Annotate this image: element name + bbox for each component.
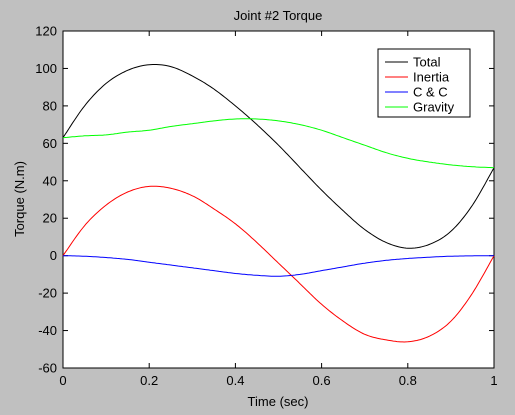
y-tick-label: 0 <box>50 248 57 263</box>
series-line-total <box>62 64 495 249</box>
y-tick-label: -20 <box>38 286 57 301</box>
legend-box <box>377 48 471 118</box>
y-tick-label: -40 <box>38 323 57 338</box>
series-lines <box>62 64 495 343</box>
x-tick-label: 1 <box>490 373 497 388</box>
y-tick-label: -60 <box>38 361 57 376</box>
x-axis-label: Time (sec) <box>248 394 309 409</box>
y-tick-label: 40 <box>43 173 57 188</box>
legend-label: Gravity <box>413 100 455 115</box>
y-tick-label: 80 <box>43 98 57 113</box>
y-tick-label: 60 <box>43 136 57 151</box>
axis-ticks: 0 0.2 0.4 0.6 0.8 1 120 100 80 60 40 20 0 -20 -40 -60 <box>35 24 497 389</box>
x-tick-label: 0.2 <box>140 373 158 388</box>
x-tick-label: 0.6 <box>313 373 331 388</box>
x-tick-label: 0 <box>59 373 66 388</box>
legend-label: Total <box>413 55 441 70</box>
legend-label: Inertia <box>413 70 450 85</box>
series-line-c-c <box>63 255 494 277</box>
series-line-inertia <box>62 185 495 343</box>
x-tick-label: 0.8 <box>399 373 417 388</box>
y-tick-label: 120 <box>35 24 57 39</box>
chart-title: Joint #2 Torque <box>234 8 323 23</box>
x-tick-label: 0.4 <box>226 373 244 388</box>
y-axis-label: Torque (N.m) <box>12 161 27 237</box>
y-tick-label: 100 <box>35 61 57 76</box>
y-tick-label: 20 <box>43 211 57 226</box>
legend-label: C & C <box>413 85 448 100</box>
series-line-gravity <box>62 118 495 169</box>
